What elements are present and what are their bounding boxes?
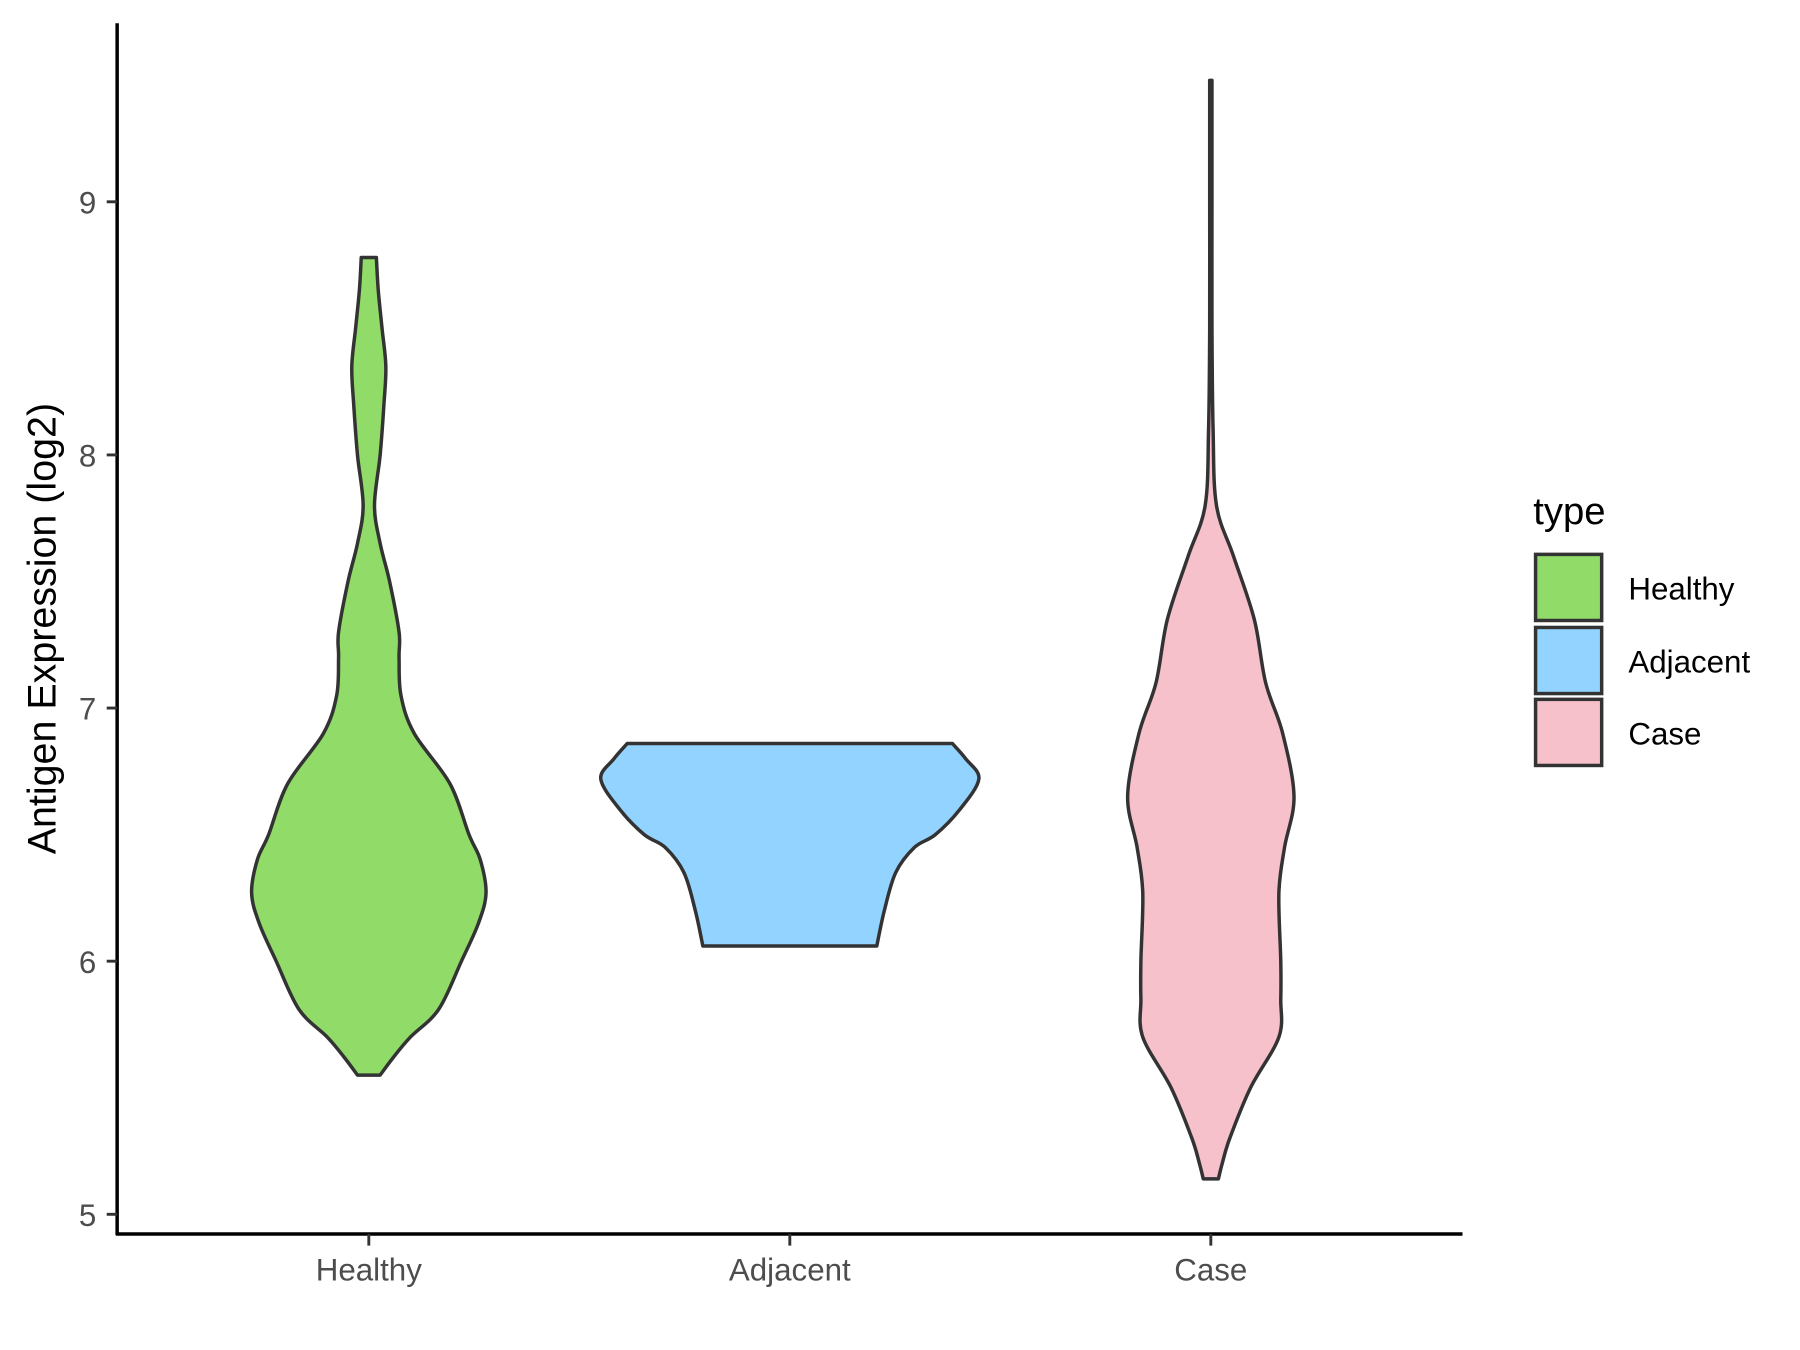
legend: type Healthy Adjacent Case — [1533, 490, 1750, 768]
legend-key-healthy — [1533, 552, 1604, 623]
y-tick-label: 5 — [79, 1198, 96, 1233]
legend-key-adjacent — [1533, 625, 1604, 696]
y-tick-label: 8 — [79, 439, 96, 474]
violin-healthy — [249, 255, 488, 1077]
y-tick-label: 6 — [79, 945, 96, 980]
x-tick-label: Case — [1174, 1252, 1247, 1287]
legend-label: Adjacent — [1628, 645, 1750, 680]
x-tick-label: Adjacent — [729, 1252, 851, 1287]
legend-key-case — [1533, 697, 1604, 768]
y-tick-label: 9 — [79, 185, 96, 220]
legend-label: Healthy — [1628, 572, 1734, 607]
y-ticks: 5 6 7 8 9 — [79, 185, 118, 1233]
violins — [249, 78, 1296, 1181]
violin-case — [1125, 78, 1296, 1181]
y-tick-label: 7 — [79, 692, 96, 727]
x-ticks: Healthy Adjacent Case — [316, 1234, 1247, 1287]
y-axis-title: Antigen Expression (log2) — [21, 403, 65, 854]
violin-adjacent — [599, 741, 981, 948]
x-tick-label: Healthy — [316, 1252, 422, 1287]
legend-label: Case — [1628, 717, 1701, 752]
legend-title: type — [1533, 490, 1605, 533]
